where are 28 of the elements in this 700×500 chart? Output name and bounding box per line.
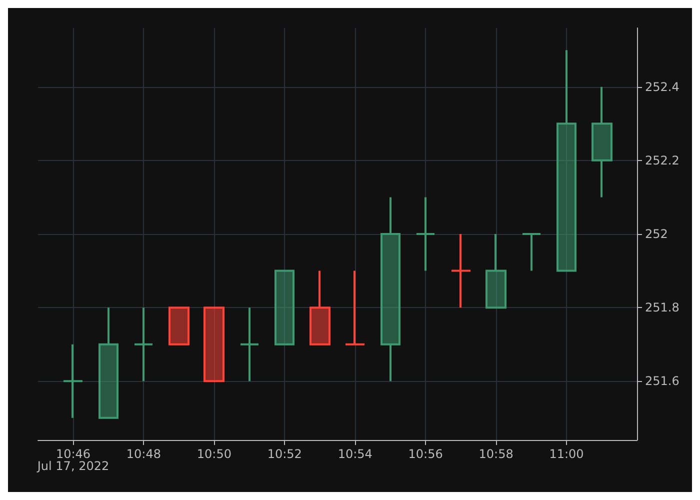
- x-tick-label: 10:56: [408, 447, 443, 461]
- candlestick: [240, 306, 260, 382]
- candlestick: [344, 270, 366, 346]
- candlestick: [62, 343, 84, 419]
- candlestick: [416, 196, 436, 272]
- y-tick-label: 252.2: [645, 153, 680, 168]
- y-tick-label: 252: [645, 227, 668, 241]
- y-tick-label: 252.4: [645, 80, 680, 94]
- x-tick-label: 10:48: [126, 447, 162, 461]
- candlestick: [522, 233, 542, 272]
- candlestick: [310, 270, 330, 346]
- candlestick: [450, 233, 472, 309]
- candlestick: [168, 306, 190, 346]
- candlestick: [592, 86, 612, 198]
- candlestick: [274, 270, 294, 346]
- candlestick: [486, 233, 506, 309]
- x-tick-label: 10:58: [478, 447, 514, 461]
- x-tick-label: 10:46 Jul 17, 2022: [36, 447, 110, 473]
- x-tick-label: 10:54: [338, 447, 372, 461]
- y-tick-label: 251.6: [645, 374, 680, 388]
- candlestick: [380, 196, 400, 382]
- candlestick: [134, 306, 154, 382]
- x-tick-label: 10:52: [267, 447, 302, 461]
- y-tick-label: 251.8: [645, 300, 680, 315]
- x-tick-label: 11:00: [549, 447, 584, 461]
- x-tick-label: 10:50: [196, 447, 232, 461]
- candlestick: [98, 306, 118, 419]
- candlestick: [204, 306, 224, 382]
